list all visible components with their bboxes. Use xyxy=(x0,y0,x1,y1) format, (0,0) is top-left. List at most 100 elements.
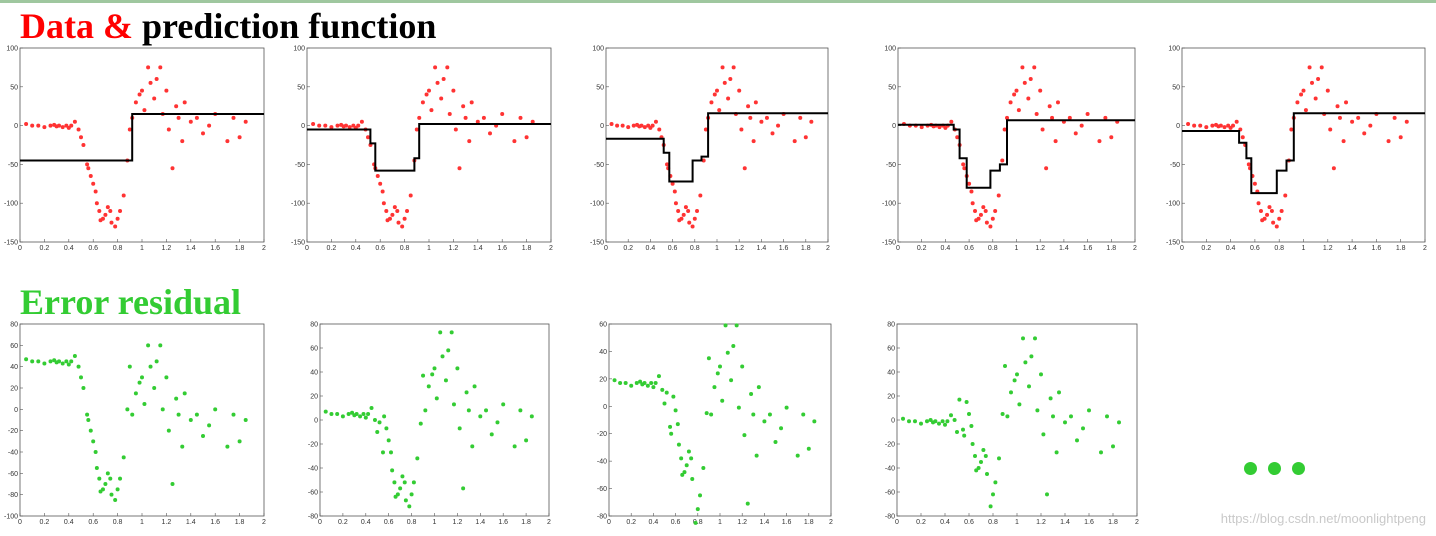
data-point xyxy=(776,123,781,128)
data-point xyxy=(681,212,686,217)
y-tick-label: 60 xyxy=(10,343,18,350)
data-point xyxy=(451,88,456,93)
x-tick-label: 1 xyxy=(427,245,431,252)
residual-point xyxy=(767,412,772,417)
residual-point xyxy=(180,444,185,449)
residual-point xyxy=(418,421,423,426)
data-point xyxy=(1368,123,1373,128)
data-point xyxy=(1344,100,1349,105)
data-point xyxy=(417,115,422,120)
data-point xyxy=(461,104,466,109)
residual-point xyxy=(529,414,534,419)
data-point xyxy=(194,115,199,120)
residual-point xyxy=(121,455,126,460)
x-tick-label: 0 xyxy=(895,519,899,526)
data-point xyxy=(1362,131,1367,136)
data-point xyxy=(665,162,670,167)
residual-point xyxy=(962,433,967,438)
data-point xyxy=(1331,166,1336,171)
data-point xyxy=(990,216,995,221)
x-tick-label: 1 xyxy=(140,519,144,526)
data-point xyxy=(48,123,53,128)
plot-svg: 0 0.2 0.4 0.6 0.8 1 1.2 1.4 1.6 1.8 2 -150 -100 -50 0 5… xyxy=(291,46,553,253)
residual-point xyxy=(354,412,359,416)
y-tick-label: -50 xyxy=(886,162,896,169)
axes-box xyxy=(306,47,552,243)
x-tick-label: 1.4 xyxy=(475,519,485,526)
data-point xyxy=(961,162,966,167)
data-point xyxy=(103,212,108,217)
residual-point xyxy=(676,442,681,447)
x-tick-label: 1.2 xyxy=(1036,519,1046,526)
residual-point xyxy=(97,476,102,481)
residual-point xyxy=(392,480,397,485)
data-point xyxy=(1256,201,1261,206)
x-tick-label: 1 xyxy=(140,245,144,252)
residual-point xyxy=(976,466,981,470)
data-point xyxy=(764,115,769,120)
data-point xyxy=(1222,125,1227,130)
residual-point xyxy=(133,391,138,396)
residual-point xyxy=(969,424,974,428)
x-tick-label: 2 xyxy=(262,245,266,252)
residual-point xyxy=(901,416,905,421)
x-tick-label: 1.6 xyxy=(210,245,220,252)
data-point xyxy=(737,88,742,93)
residual-point xyxy=(85,412,90,417)
x-tick-label: 0 xyxy=(18,519,22,526)
x-tick-label: 1.6 xyxy=(782,519,792,526)
data-point xyxy=(1038,88,1043,93)
data-point xyxy=(973,208,978,213)
data-point xyxy=(57,123,62,128)
residual-point xyxy=(154,359,159,364)
residual-point xyxy=(432,366,437,371)
residual-point xyxy=(323,409,328,414)
x-tick-label: 0.6 xyxy=(88,245,98,252)
x-tick-label: 1.2 xyxy=(162,245,172,252)
data-point xyxy=(108,208,113,213)
y-tick-label: -20 xyxy=(885,442,895,449)
residual-point xyxy=(725,350,730,355)
x-tick-label: 0.4 xyxy=(351,245,361,252)
residual-point xyxy=(698,493,703,498)
y-tick-label: 100 xyxy=(884,46,896,53)
data-point xyxy=(715,88,719,93)
data-point xyxy=(626,125,631,130)
residual-point xyxy=(736,405,741,410)
y-tick-label: -100 xyxy=(4,201,18,208)
residual-point xyxy=(1015,372,1019,377)
data-point xyxy=(93,189,98,194)
residual-point xyxy=(1081,426,1085,431)
residual-point xyxy=(720,398,725,403)
data-point xyxy=(981,205,986,210)
data-point xyxy=(390,212,395,217)
data-point xyxy=(1047,104,1052,109)
data-point xyxy=(1008,100,1013,105)
y-tick-label: -150 xyxy=(1166,240,1180,247)
data-point xyxy=(631,123,636,128)
data-point xyxy=(30,123,35,128)
data-point xyxy=(170,166,175,171)
data-point xyxy=(402,216,407,221)
data-point xyxy=(1192,123,1197,128)
residual-point xyxy=(1003,364,1007,368)
residual-point xyxy=(384,426,389,431)
residual-point xyxy=(148,364,153,369)
residual-point xyxy=(642,380,647,385)
residual-point xyxy=(675,422,680,427)
residual-point xyxy=(1033,336,1037,341)
title-data-and-prediction: Data & prediction function xyxy=(20,6,436,46)
prediction-line xyxy=(606,112,828,183)
y-tick-label: 0 xyxy=(600,123,604,130)
data-point xyxy=(1186,122,1191,127)
data-point xyxy=(1050,115,1055,120)
residual-point xyxy=(415,456,420,461)
residual-point xyxy=(913,419,917,424)
residual-point xyxy=(115,487,120,492)
residual-point xyxy=(103,482,108,486)
x-tick-label: 1.6 xyxy=(1083,245,1093,252)
residual-point xyxy=(1117,420,1121,425)
plot-svg: 0 0.2 0.4 0.6 0.8 1 1.2 1.4 1.6 1.8 2 -80 -60 -40 -20 0… xyxy=(885,322,1139,527)
plot-svg: 0 0.2 0.4 0.6 0.8 1 1.2 1.4 1.6 1.8 2 -150 -100 -50 0 5… xyxy=(4,46,266,253)
data-point xyxy=(182,100,187,105)
